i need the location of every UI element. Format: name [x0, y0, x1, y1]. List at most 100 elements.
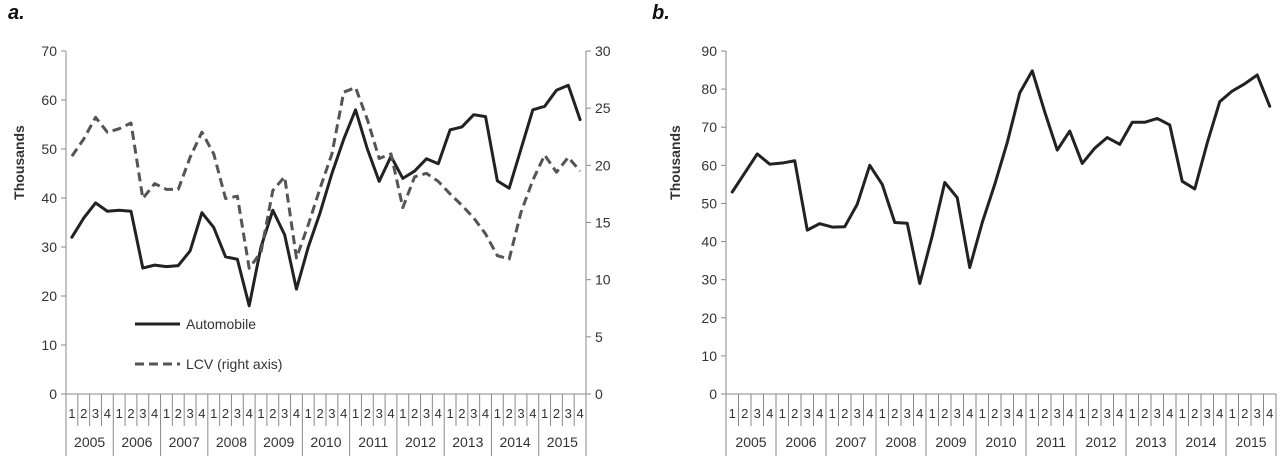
quarter-tick-label: 4	[151, 406, 158, 421]
quarter-tick-label: 4	[1066, 406, 1073, 421]
quarter-tick-label: 3	[139, 406, 146, 421]
legend-label: Automobile	[186, 316, 256, 332]
y-tick-label: 60	[701, 157, 717, 173]
quarter-tick-label: 3	[92, 406, 99, 421]
quarter-tick-label: 1	[305, 406, 312, 421]
quarter-tick-label: 4	[1216, 406, 1223, 421]
quarter-tick-label: 2	[222, 406, 229, 421]
quarter-tick-label: 2	[316, 406, 323, 421]
year-tick-label: 2005	[735, 434, 766, 450]
quarter-tick-label: 4	[198, 406, 205, 421]
year-tick-label: 2014	[500, 434, 531, 450]
quarter-tick-label: 3	[186, 406, 193, 421]
quarter-tick-label: 2	[411, 406, 418, 421]
quarter-tick-label: 4	[816, 406, 823, 421]
quarter-tick-label: 3	[565, 406, 572, 421]
quarter-tick-label: 1	[929, 406, 936, 421]
legend-label: LCV (right axis)	[186, 356, 282, 372]
year-tick-label: 2015	[1235, 434, 1266, 450]
year-tick-label: 2010	[985, 434, 1016, 450]
quarter-tick-label: 2	[127, 406, 134, 421]
quarter-tick-label: 2	[175, 406, 182, 421]
quarter-tick-label: 3	[423, 406, 430, 421]
year-tick-label: 2005	[74, 434, 105, 450]
year-tick-label: 2006	[121, 434, 152, 450]
quarter-tick-label: 1	[68, 406, 75, 421]
quarter-tick-label: 4	[482, 406, 489, 421]
quarter-tick-label: 4	[246, 406, 253, 421]
y-tick-label: 20	[41, 288, 57, 304]
y-tick-label: 50	[41, 141, 57, 157]
y-tick-label: 30	[41, 239, 57, 255]
quarter-tick-label: 2	[80, 406, 87, 421]
quarter-tick-label: 3	[234, 406, 241, 421]
quarter-tick-label: 4	[387, 406, 394, 421]
y2-tick-label: 10	[595, 272, 611, 288]
year-tick-label: 2009	[263, 434, 294, 450]
series-line-automobile	[70, 83, 582, 308]
quarter-tick-label: 4	[766, 406, 773, 421]
series-line-total	[730, 69, 1272, 285]
quarter-tick-label: 4	[916, 406, 923, 421]
y-axis-label: Thousands	[667, 125, 683, 200]
y2-tick-label: 20	[595, 157, 611, 173]
year-tick-label: 2011	[358, 434, 388, 450]
year-tick-label: 2007	[835, 434, 866, 450]
quarter-tick-label: 3	[954, 406, 961, 421]
quarter-tick-label: 2	[364, 406, 371, 421]
legend: Automobile LCV (right axis)	[135, 316, 282, 372]
quarter-tick-label: 3	[1004, 406, 1011, 421]
quarter-tick-label: 3	[854, 406, 861, 421]
y-tick-label: 0	[49, 386, 57, 402]
year-tick-label: 2007	[169, 434, 200, 450]
year-tick-label: 2013	[1135, 434, 1166, 450]
quarter-tick-label: 2	[1041, 406, 1048, 421]
quarter-tick-label: 4	[576, 406, 583, 421]
quarter-tick-label: 3	[328, 406, 335, 421]
quarter-tick-label: 3	[754, 406, 761, 421]
y-tick-label: 40	[701, 234, 717, 250]
year-tick-label: 2013	[452, 434, 483, 450]
y-tick-label: 60	[41, 92, 57, 108]
quarter-tick-label: 1	[352, 406, 359, 421]
year-tick-label: 2015	[547, 434, 578, 450]
y-tick-label: 0	[709, 386, 717, 402]
quarter-tick-label: 1	[399, 406, 406, 421]
y2-tick-label: 0	[595, 386, 603, 402]
year-tick-label: 2006	[785, 434, 816, 450]
quarter-tick-label: 3	[1104, 406, 1111, 421]
year-tick-label: 2008	[216, 434, 247, 450]
quarter-tick-label: 2	[1241, 406, 1248, 421]
quarter-tick-label: 1	[979, 406, 986, 421]
quarter-tick-label: 2	[1091, 406, 1098, 421]
quarter-tick-label: 1	[494, 406, 501, 421]
y-axis-label: Thousands	[11, 125, 27, 200]
y-tick-label: 20	[701, 310, 717, 326]
quarter-tick-label: 2	[891, 406, 898, 421]
quarter-tick-label: 1	[446, 406, 453, 421]
quarter-tick-label: 3	[1254, 406, 1261, 421]
quarter-tick-label: 1	[541, 406, 548, 421]
quarter-tick-label: 2	[991, 406, 998, 421]
y-tick-label: 70	[701, 119, 717, 135]
quarter-tick-label: 2	[553, 406, 560, 421]
y2-tick-label: 30	[595, 43, 611, 59]
quarter-tick-label: 2	[1141, 406, 1148, 421]
year-tick-label: 2009	[935, 434, 966, 450]
quarter-tick-label: 1	[210, 406, 217, 421]
quarter-tick-label: 1	[829, 406, 836, 421]
quarter-tick-label: 4	[435, 406, 442, 421]
quarter-tick-label: 2	[941, 406, 948, 421]
year-tick-label: 2012	[1085, 434, 1116, 450]
year-tick-label: 2011	[1036, 434, 1066, 450]
y-tick-label: 50	[701, 195, 717, 211]
quarter-tick-label: 2	[1191, 406, 1198, 421]
y2-tick-label: 25	[595, 100, 611, 116]
quarter-tick-label: 3	[804, 406, 811, 421]
quarter-tick-label: 1	[1079, 406, 1086, 421]
quarter-tick-label: 2	[791, 406, 798, 421]
quarter-tick-label: 3	[1154, 406, 1161, 421]
